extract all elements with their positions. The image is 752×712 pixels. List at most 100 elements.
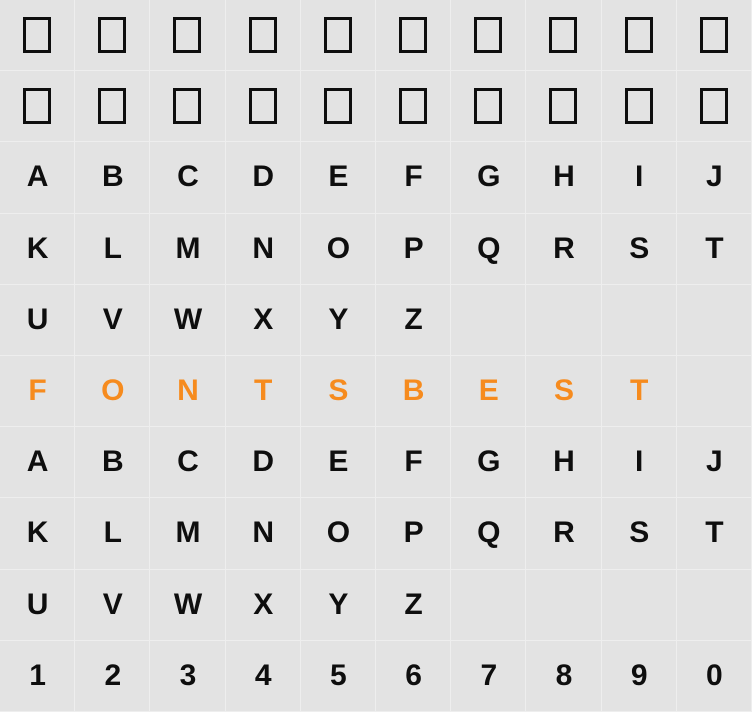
char-cell: O: [75, 356, 150, 427]
char-cell: [677, 570, 752, 641]
char-cell: P: [376, 498, 451, 569]
char-cell: H: [526, 142, 601, 213]
char-glyph: R: [553, 516, 574, 550]
char-glyph: T: [705, 232, 722, 266]
char-glyph: T: [630, 374, 647, 408]
char-glyph: 4: [255, 659, 271, 693]
char-cell: B: [75, 142, 150, 213]
char-cell: 4: [226, 641, 301, 712]
char-cell: E: [301, 427, 376, 498]
char-glyph: C: [177, 160, 198, 194]
char-glyph: V: [103, 303, 122, 337]
char-cell: X: [226, 570, 301, 641]
char-glyph: Z: [404, 588, 421, 622]
placeholder-glyph: [226, 71, 301, 142]
char-cell: 0: [677, 641, 752, 712]
char-cell: [677, 356, 752, 427]
char-cell: [602, 570, 677, 641]
char-cell: I: [602, 427, 677, 498]
char-glyph: M: [175, 516, 199, 550]
placeholder-glyph: [150, 71, 225, 142]
char-cell: J: [677, 427, 752, 498]
placeholder-glyph: [226, 0, 301, 71]
char-cell: [451, 285, 526, 356]
char-glyph: U: [27, 303, 48, 337]
char-glyph: T: [705, 516, 722, 550]
char-cell: L: [75, 498, 150, 569]
placeholder-glyph: [526, 71, 601, 142]
char-cell: C: [150, 142, 225, 213]
char-glyph: 1: [29, 659, 45, 693]
placeholder-glyph: [451, 0, 526, 71]
char-cell: G: [451, 427, 526, 498]
char-cell: A: [0, 427, 75, 498]
placeholder-glyph: [0, 0, 75, 71]
char-glyph: G: [477, 445, 499, 479]
char-cell: E: [451, 356, 526, 427]
char-cell: C: [150, 427, 225, 498]
char-cell: T: [226, 356, 301, 427]
char-glyph: H: [553, 445, 574, 479]
char-cell: F: [376, 142, 451, 213]
char-cell: 2: [75, 641, 150, 712]
char-cell: [451, 570, 526, 641]
char-cell: X: [226, 285, 301, 356]
char-glyph: C: [177, 445, 198, 479]
char-glyph: S: [629, 232, 648, 266]
char-glyph: I: [635, 445, 642, 479]
char-glyph: O: [101, 374, 123, 408]
char-glyph: 8: [556, 659, 572, 693]
char-glyph: P: [404, 232, 423, 266]
char-cell: 9: [602, 641, 677, 712]
placeholder-glyph: [75, 71, 150, 142]
char-cell: V: [75, 570, 150, 641]
char-glyph: E: [328, 160, 347, 194]
placeholder-glyph: [150, 0, 225, 71]
char-cell: S: [602, 214, 677, 285]
char-cell: W: [150, 570, 225, 641]
char-cell: 6: [376, 641, 451, 712]
placeholder-glyph: [376, 0, 451, 71]
char-glyph: F: [404, 160, 421, 194]
placeholder-glyph: [451, 71, 526, 142]
char-cell: H: [526, 427, 601, 498]
char-glyph: 2: [104, 659, 120, 693]
placeholder-glyph: [376, 71, 451, 142]
placeholder-glyph: [75, 0, 150, 71]
char-glyph: F: [28, 374, 45, 408]
char-cell: D: [226, 427, 301, 498]
char-glyph: M: [175, 232, 199, 266]
placeholder-glyph: [677, 71, 752, 142]
char-glyph: Q: [477, 516, 499, 550]
char-glyph: D: [252, 445, 273, 479]
char-cell: L: [75, 214, 150, 285]
char-glyph: A: [27, 160, 48, 194]
char-cell: U: [0, 285, 75, 356]
char-glyph: P: [404, 516, 423, 550]
char-cell: Q: [451, 498, 526, 569]
char-glyph: X: [253, 303, 272, 337]
char-cell: W: [150, 285, 225, 356]
char-glyph: K: [27, 232, 48, 266]
char-glyph: R: [553, 232, 574, 266]
char-cell: K: [0, 498, 75, 569]
char-cell: F: [376, 427, 451, 498]
char-glyph: T: [254, 374, 271, 408]
char-cell: [602, 285, 677, 356]
char-cell: B: [75, 427, 150, 498]
char-cell: Y: [301, 285, 376, 356]
char-glyph: G: [477, 160, 499, 194]
char-cell: T: [677, 498, 752, 569]
char-cell: J: [677, 142, 752, 213]
char-cell: G: [451, 142, 526, 213]
char-glyph: S: [554, 374, 573, 408]
char-glyph: 9: [631, 659, 647, 693]
placeholder-glyph: [301, 0, 376, 71]
char-glyph: 5: [330, 659, 346, 693]
char-cell: Z: [376, 285, 451, 356]
char-glyph: Y: [328, 588, 347, 622]
placeholder-glyph: [677, 0, 752, 71]
char-cell: S: [602, 498, 677, 569]
char-cell: M: [150, 498, 225, 569]
char-cell: [677, 285, 752, 356]
